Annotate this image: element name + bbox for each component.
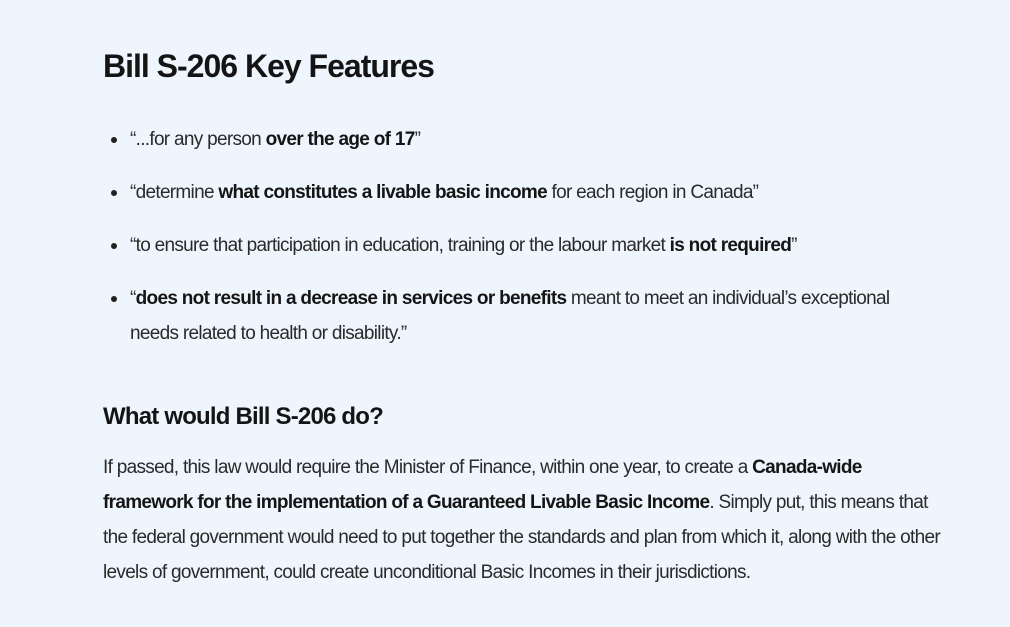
paragraph-bold: Canada-wide framework for the implementa… — [103, 457, 862, 513]
item-text: meant to meet an individual’s exceptiona… — [130, 288, 890, 344]
item-text: “to ensure that participation in educati… — [130, 235, 670, 256]
paragraph-text: If passed, this law would require the Mi… — [103, 457, 753, 478]
item-bold: does not result in a decrease in service… — [135, 288, 567, 309]
paragraph-text: . Simply put, this means that the federa… — [103, 492, 941, 583]
item-text: ” — [791, 235, 797, 256]
features-list: “...for any person over the age of 17” “… — [103, 122, 930, 369]
item-text: “determine — [130, 182, 219, 203]
item-text: for each region in Canada” — [546, 182, 759, 203]
list-item: “to ensure that participation in educati… — [111, 228, 930, 263]
list-item: “...for any person over the age of 17” — [111, 122, 930, 157]
item-text: “...for any person — [130, 129, 266, 150]
section-paragraph: If passed, this law would require the Mi… — [103, 450, 948, 590]
item-bold: what constitutes a livable basic income — [218, 182, 547, 203]
item-text: “ — [130, 288, 136, 309]
item-bold: is not required — [669, 235, 792, 256]
item-text: ” — [414, 129, 421, 150]
section-heading: What would Bill S-206 do? — [103, 403, 384, 430]
list-item: “does not result in a decrease in servic… — [111, 281, 930, 351]
list-item: “determine what constitutes a livable ba… — [111, 175, 930, 210]
item-bold: over the age of 17 — [265, 129, 416, 150]
page-title: Bill S-206 Key Features — [103, 48, 435, 84]
